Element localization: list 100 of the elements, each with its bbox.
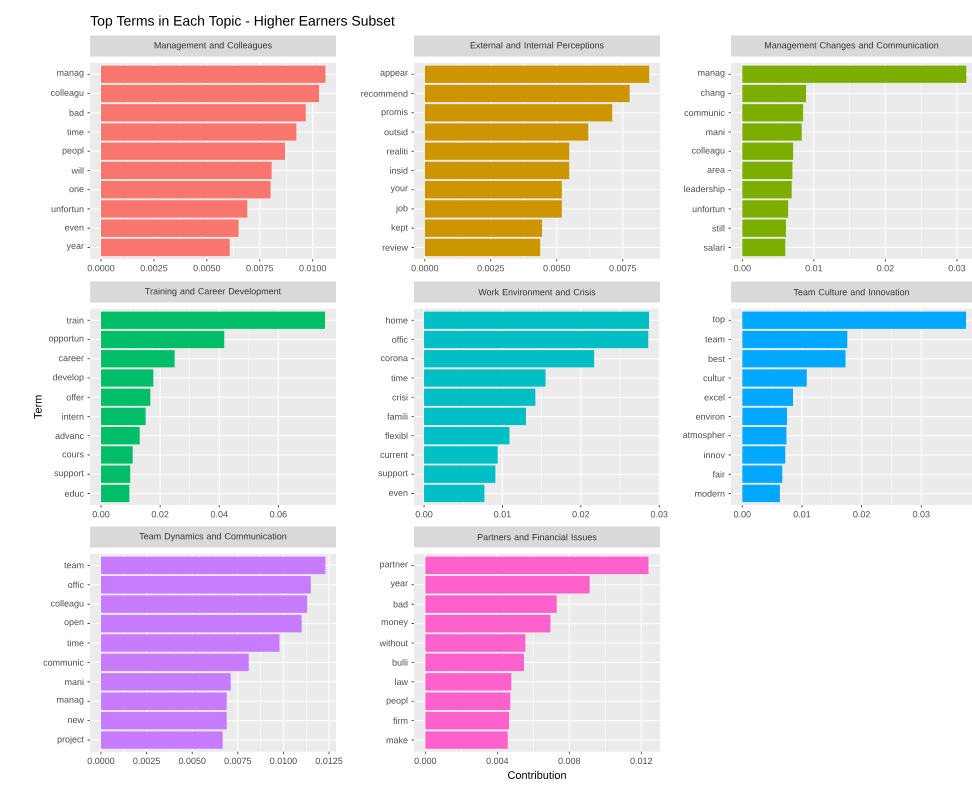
y-tick-label: insid xyxy=(390,167,408,174)
bar xyxy=(742,350,846,368)
y-tick-label: leadership xyxy=(684,186,725,194)
bar xyxy=(425,712,510,730)
y-tick-label: area xyxy=(707,168,725,173)
y-tick-label: offer xyxy=(66,394,84,401)
bar xyxy=(101,220,239,237)
y-tick-label: corona xyxy=(380,356,408,362)
y-tick-label: cours xyxy=(62,452,84,458)
bar xyxy=(101,104,306,122)
bar xyxy=(424,427,510,444)
y-tick-label: mani xyxy=(706,128,724,136)
y-tick-label: develop xyxy=(52,374,84,382)
y-tick-label: kept xyxy=(392,224,408,232)
x-tick-label: 0.008 xyxy=(558,758,580,764)
bar xyxy=(100,614,302,632)
bar xyxy=(100,484,130,502)
y-tick-label: even xyxy=(64,226,84,231)
y-tick-label: flexibl xyxy=(385,432,408,440)
y-tick-label: outsid xyxy=(384,128,408,136)
y-tick-label: top xyxy=(712,316,725,324)
y-tick-label: bad xyxy=(70,109,84,116)
y-tick-label: best xyxy=(708,355,725,362)
x-tick-label: 0.0050 xyxy=(193,265,220,272)
bar xyxy=(742,104,804,122)
y-tick-label: bulli xyxy=(392,659,408,666)
bar xyxy=(742,238,786,256)
y-tick-label: atmospher xyxy=(683,432,725,440)
y-tick-label: home xyxy=(386,316,408,324)
y-tick-label: year xyxy=(390,581,408,588)
y-tick-label: realiti xyxy=(387,148,408,155)
x-tick-label: 0.01 xyxy=(805,265,822,272)
y-tick-label: offic xyxy=(68,581,84,588)
bar xyxy=(424,388,536,406)
bar xyxy=(100,673,231,691)
bar xyxy=(424,466,496,483)
bar xyxy=(101,84,320,102)
bar xyxy=(100,369,154,387)
x-tick-label: 0.03 xyxy=(650,511,668,518)
y-tick-label: educ xyxy=(64,490,84,497)
y-tick-label: communic xyxy=(684,109,725,116)
y-tick-label: support xyxy=(54,470,84,478)
y-tick-label: your xyxy=(390,186,408,194)
x-tick-label: 0.0000 xyxy=(88,265,114,272)
x-tick-label: 0.0075 xyxy=(224,758,252,764)
y-tick-label: offic xyxy=(392,336,408,343)
y-tick-label: even xyxy=(388,490,408,496)
x-tick-label: 0.02 xyxy=(877,265,894,272)
bar xyxy=(100,427,140,444)
y-tick-label: time xyxy=(391,374,408,382)
bar xyxy=(425,634,526,652)
y-tick-label: colleagu xyxy=(692,147,724,156)
y-tick-label: environ xyxy=(696,413,724,420)
y-tick-label: advanc xyxy=(55,432,84,440)
y-tick-label: unfortun xyxy=(52,206,84,212)
y-tick-label: chang xyxy=(700,89,724,98)
bar xyxy=(100,446,133,464)
bar xyxy=(100,712,227,730)
bar xyxy=(101,200,248,218)
bar xyxy=(742,446,786,464)
y-axis-title: Term xyxy=(34,395,42,419)
y-tick-label: bad xyxy=(394,600,408,608)
bar xyxy=(742,408,788,426)
x-tick-label: 0.03 xyxy=(912,511,930,518)
y-tick-label: crisi xyxy=(392,394,408,401)
bar xyxy=(742,181,792,198)
x-tick-label: 0.03 xyxy=(948,265,966,272)
bar xyxy=(424,200,562,218)
bar xyxy=(424,330,648,348)
bar xyxy=(425,614,550,632)
bar xyxy=(100,312,326,329)
bar xyxy=(742,427,786,444)
y-tick-label: innov xyxy=(704,452,725,458)
chart-title: External and Internal Perceptions xyxy=(470,42,604,50)
y-tick-label: job xyxy=(396,204,408,214)
y-tick-label: promis xyxy=(382,108,408,117)
y-tick-label: manag xyxy=(57,698,84,705)
y-tick-label: cultur xyxy=(703,374,725,382)
bar xyxy=(742,330,848,348)
bar xyxy=(100,731,223,749)
chart-title: Team Dynamics and Communication xyxy=(139,532,286,542)
bar xyxy=(425,673,512,691)
bar xyxy=(100,576,311,594)
x-tick-label: 0.0025 xyxy=(140,265,168,272)
y-tick-label: time xyxy=(67,128,84,136)
bar xyxy=(425,556,648,574)
y-tick-label: make xyxy=(386,736,408,744)
bar xyxy=(424,408,526,426)
y-tick-label: unfortun xyxy=(692,206,724,212)
y-tick-label: colleagu xyxy=(50,600,84,608)
y-tick-label: money xyxy=(382,620,408,627)
chart-title: Partners and Financial Issues xyxy=(478,534,596,540)
bar xyxy=(425,595,557,613)
x-tick-label: 0.00 xyxy=(92,511,110,518)
x-tick-label: 0.004 xyxy=(486,758,508,764)
bar xyxy=(742,123,802,141)
y-tick-label: colleagu xyxy=(50,89,84,98)
x-tick-label: 0.01 xyxy=(494,511,511,518)
bar xyxy=(424,66,650,83)
x-tick-label: 0.000 xyxy=(414,758,436,764)
